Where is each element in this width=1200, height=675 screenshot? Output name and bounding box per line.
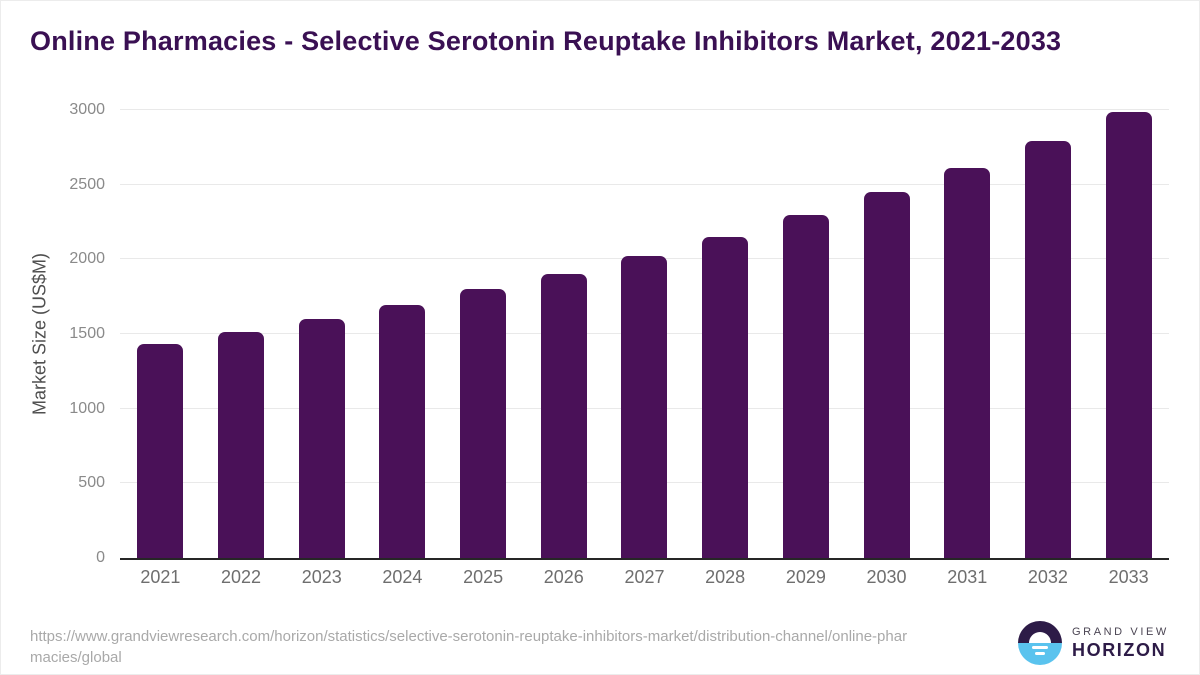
source-url[interactable]: https://www.grandviewresearch.com/horizo… xyxy=(30,628,908,666)
y-tick-label-3000: 3000 xyxy=(69,101,105,118)
bar-2023[interactable] xyxy=(298,319,345,558)
x-tick-label-2023: 2023 xyxy=(301,567,342,587)
logo-reflection-line xyxy=(1032,646,1048,649)
bar-2021[interactable] xyxy=(137,343,184,558)
x-tick-label-2024: 2024 xyxy=(382,567,423,587)
x-axis-labels: 2021 2022 2023 2024 2025 2026 2027 2028 2029 2030… xyxy=(120,567,1169,588)
gridline-2500 xyxy=(120,183,1169,185)
y-axis-ticks: 0 500 1000 1500 2000 2500 3000 xyxy=(0,101,105,566)
bar-slot-2023 xyxy=(281,110,362,558)
gridline-3000 xyxy=(120,109,1169,110)
logo-text: GRAND VIEW HORIZON xyxy=(1072,626,1169,661)
bar-2030[interactable] xyxy=(863,192,910,558)
bar-2024[interactable] xyxy=(379,304,426,558)
bar-slot-2024 xyxy=(362,110,443,558)
x-tick-label-2031: 2031 xyxy=(947,567,988,587)
bar-2031[interactable] xyxy=(944,168,991,558)
bar-slot-2021 xyxy=(120,110,201,558)
bar-slot-2032 xyxy=(1008,110,1089,558)
bar-2029[interactable] xyxy=(782,215,829,558)
bar-2033[interactable] xyxy=(1105,111,1152,558)
x-axis-line xyxy=(120,558,1169,560)
x-tick-label-2027: 2027 xyxy=(624,567,665,587)
bar-slot-2025 xyxy=(443,110,524,558)
bar-slot-2026 xyxy=(523,110,604,558)
y-tick-label-1500: 1500 xyxy=(69,325,105,342)
x-tick-label-2028: 2028 xyxy=(705,567,746,587)
x-tick-label-2025: 2025 xyxy=(463,567,504,587)
page-title: Online Pharmacies - Selective Serotonin … xyxy=(30,26,1062,56)
x-tick-label-2021: 2021 xyxy=(140,567,181,587)
y-tick-label-1000: 1000 xyxy=(69,399,105,417)
brand-logo[interactable]: GRAND VIEW HORIZON xyxy=(1018,621,1169,665)
bar-slot-2033 xyxy=(1088,110,1169,558)
x-tick-label-2030: 2030 xyxy=(866,567,907,587)
x-tick-label-2026: 2026 xyxy=(543,567,584,587)
horizon-logo-icon xyxy=(1018,621,1062,665)
plot-area xyxy=(120,109,1169,558)
logo-reflection-line xyxy=(1035,652,1045,655)
x-tick-label-2033: 2033 xyxy=(1108,567,1149,587)
bar-2022[interactable] xyxy=(218,331,265,558)
bar-slot-2022 xyxy=(201,110,282,558)
x-tick-label-2032: 2032 xyxy=(1027,567,1068,587)
bar-2025[interactable] xyxy=(460,289,507,558)
y-tick-label-2000: 2000 xyxy=(69,250,105,268)
bar-slot-2027 xyxy=(604,110,685,558)
bar-2028[interactable] xyxy=(702,236,749,558)
bars xyxy=(120,110,1169,558)
bar-2032[interactable] xyxy=(1024,141,1071,558)
y-tick-label-500: 500 xyxy=(78,474,105,492)
x-tick-label-2029: 2029 xyxy=(785,567,826,587)
bar-slot-2030 xyxy=(846,110,927,558)
logo-grand-view-label: GRAND VIEW xyxy=(1072,625,1169,638)
y-tick-label-2500: 2500 xyxy=(69,175,105,193)
bar-2027[interactable] xyxy=(621,255,668,558)
bar-slot-2031 xyxy=(927,110,1008,558)
x-tick-label-2022: 2022 xyxy=(221,567,262,587)
y-tick-label-0: 0 xyxy=(96,549,105,566)
bar-slot-2029 xyxy=(766,110,847,558)
logo-horizon-label: HORIZON xyxy=(1072,639,1167,660)
bar-2026[interactable] xyxy=(540,273,587,558)
bar-slot-2028 xyxy=(685,110,766,558)
